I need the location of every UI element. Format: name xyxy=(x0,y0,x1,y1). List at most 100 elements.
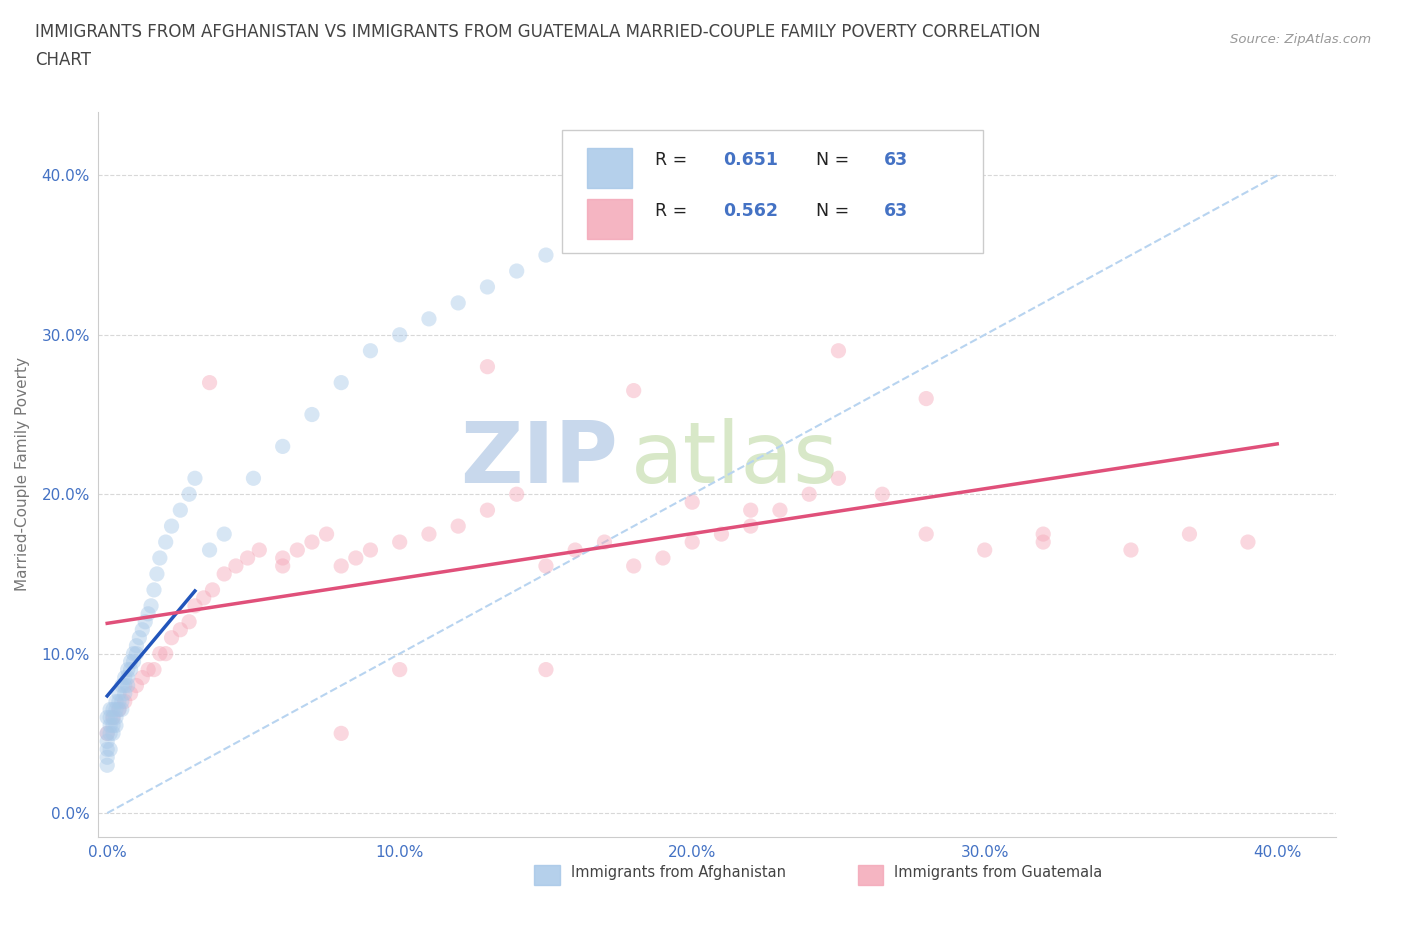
Text: atlas: atlas xyxy=(630,418,838,501)
Bar xyxy=(588,199,631,239)
Point xyxy=(120,662,142,677)
Point xyxy=(1032,535,1054,550)
Point xyxy=(827,343,849,358)
Point xyxy=(114,694,136,709)
Point xyxy=(104,718,127,733)
Point xyxy=(1178,526,1201,541)
Point xyxy=(111,694,134,709)
Point xyxy=(330,559,353,574)
Point xyxy=(136,606,159,621)
Point xyxy=(681,535,703,550)
Y-axis label: Married-Couple Family Poverty: Married-Couple Family Poverty xyxy=(15,357,31,591)
Point xyxy=(177,615,200,630)
Point xyxy=(388,535,411,550)
Point xyxy=(388,327,411,342)
Point xyxy=(101,702,124,717)
Point xyxy=(125,638,148,653)
Point xyxy=(681,495,703,510)
Point xyxy=(101,718,124,733)
Text: Immigrants from Afghanistan: Immigrants from Afghanistan xyxy=(571,865,786,880)
Point xyxy=(271,559,294,574)
Text: 63: 63 xyxy=(884,152,908,169)
Point xyxy=(149,551,172,565)
Text: ZIP: ZIP xyxy=(460,418,619,501)
Point xyxy=(285,542,308,557)
Point xyxy=(114,678,136,693)
Point xyxy=(96,742,118,757)
Point xyxy=(915,526,938,541)
Text: R =: R = xyxy=(655,203,693,220)
Point xyxy=(104,710,127,724)
Point xyxy=(177,486,200,501)
Point xyxy=(212,566,235,581)
Point xyxy=(155,646,177,661)
Point xyxy=(98,710,121,724)
Point xyxy=(315,526,337,541)
Point xyxy=(96,758,118,773)
Point xyxy=(769,503,792,518)
Point xyxy=(125,646,148,661)
Point xyxy=(271,439,294,454)
Point xyxy=(108,702,131,717)
Point xyxy=(301,535,323,550)
Point xyxy=(104,702,127,717)
Point xyxy=(155,535,177,550)
Point xyxy=(117,662,139,677)
Text: CHART: CHART xyxy=(35,51,91,69)
Point xyxy=(623,559,645,574)
Point xyxy=(477,280,499,295)
Text: Immigrants from Guatemala: Immigrants from Guatemala xyxy=(894,865,1102,880)
Point xyxy=(108,694,131,709)
Point xyxy=(198,542,221,557)
Point xyxy=(120,686,142,701)
Point xyxy=(122,654,145,669)
Bar xyxy=(588,148,631,188)
Point xyxy=(212,526,235,541)
Point xyxy=(593,535,616,550)
Point xyxy=(564,542,586,557)
Point xyxy=(505,486,527,501)
Point xyxy=(149,646,172,661)
Point xyxy=(98,702,121,717)
Point xyxy=(388,662,411,677)
Point xyxy=(418,312,440,326)
Point xyxy=(114,686,136,701)
Point xyxy=(271,551,294,565)
Point xyxy=(139,598,162,613)
Text: 0.651: 0.651 xyxy=(723,152,779,169)
Point xyxy=(799,486,821,501)
Point xyxy=(505,263,527,278)
Point xyxy=(710,526,733,541)
Point xyxy=(477,503,499,518)
Point xyxy=(1237,535,1260,550)
Point xyxy=(98,718,121,733)
Point xyxy=(101,710,124,724)
Point xyxy=(98,742,121,757)
Point xyxy=(236,551,259,565)
Point xyxy=(534,559,557,574)
Point xyxy=(193,591,215,605)
Point xyxy=(301,407,323,422)
Point xyxy=(225,559,247,574)
Point xyxy=(242,471,264,485)
Point xyxy=(740,503,762,518)
Point xyxy=(534,247,557,262)
Point xyxy=(101,726,124,741)
Point xyxy=(108,686,131,701)
Point xyxy=(418,526,440,541)
Point xyxy=(146,566,169,581)
Point xyxy=(169,622,191,637)
Point xyxy=(359,542,381,557)
Point xyxy=(143,662,166,677)
Point xyxy=(827,471,849,485)
Point xyxy=(1032,526,1054,541)
Point xyxy=(96,750,118,764)
Point xyxy=(117,678,139,693)
Point xyxy=(330,726,353,741)
Point xyxy=(98,726,121,741)
Point xyxy=(143,582,166,597)
Point xyxy=(128,631,150,645)
Point xyxy=(122,646,145,661)
Point xyxy=(125,678,148,693)
Text: IMMIGRANTS FROM AFGHANISTAN VS IMMIGRANTS FROM GUATEMALA MARRIED-COUPLE FAMILY P: IMMIGRANTS FROM AFGHANISTAN VS IMMIGRANT… xyxy=(35,23,1040,41)
